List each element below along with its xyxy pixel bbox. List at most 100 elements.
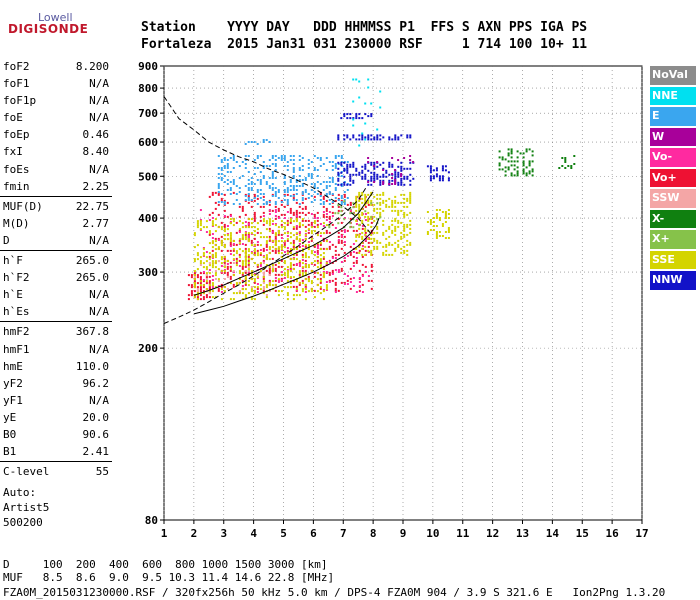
echo-point (343, 167, 346, 170)
echo-point (253, 292, 256, 295)
echo-point (265, 256, 268, 259)
echo-point (382, 245, 385, 248)
echo-point (331, 169, 334, 171)
echo-point (397, 175, 400, 178)
echo-point (229, 222, 232, 225)
echo-point (373, 173, 376, 176)
echo-point (265, 284, 268, 287)
echo-point (229, 187, 232, 189)
echo-point (259, 215, 262, 218)
echo-point (193, 280, 196, 283)
echo-point (358, 233, 361, 236)
echo-point (229, 213, 232, 216)
echo-point (268, 201, 271, 203)
echo-point (205, 280, 208, 283)
echo-point (289, 236, 292, 239)
echo-point (403, 197, 406, 200)
echo-point (400, 181, 403, 184)
echo-point (364, 122, 367, 125)
echo-point (301, 245, 304, 247)
echo-point (274, 239, 277, 241)
echo-point (316, 234, 319, 237)
echo-point (316, 253, 319, 255)
echo-point (382, 173, 385, 176)
echo-point (319, 261, 322, 264)
echo-point (385, 253, 388, 256)
echo-point (304, 213, 307, 216)
echo-point (400, 209, 403, 212)
echo-point (337, 212, 340, 215)
echo-point (507, 152, 510, 155)
echo-point (289, 195, 292, 197)
echo-point (331, 179, 334, 181)
echo-point (226, 265, 229, 268)
echo-point (388, 205, 391, 208)
echo-point (397, 243, 400, 246)
echo-point (277, 252, 280, 255)
echo-point (277, 226, 280, 229)
echo-point (229, 189, 232, 191)
echo-point (358, 173, 361, 176)
echo-point (253, 159, 256, 161)
echo-point (370, 249, 373, 252)
echo-point (217, 183, 220, 185)
echo-point (370, 171, 373, 174)
echo-point (394, 195, 397, 198)
echo-point (331, 165, 334, 167)
echo-point (343, 195, 346, 198)
echo-point (337, 197, 340, 200)
echo-point (394, 199, 397, 202)
echo-point (322, 205, 325, 208)
param-row: yE 20.0 (0, 409, 112, 426)
echo-point (340, 214, 343, 217)
echo-point (274, 224, 277, 227)
echo-point (382, 167, 385, 170)
echo-point (187, 298, 190, 301)
echo-point (337, 204, 340, 207)
echo-point (244, 233, 247, 236)
echo-point (307, 241, 310, 243)
echo-point (340, 157, 343, 159)
param-name: fmin (3, 179, 30, 193)
echo-point (259, 253, 262, 256)
echo-point (277, 290, 280, 293)
echo-point (310, 161, 313, 163)
echo-point (298, 225, 301, 228)
echo-point (226, 288, 229, 290)
echo-point (364, 197, 367, 200)
echo-point (286, 270, 289, 273)
echo-point (241, 205, 244, 208)
echo-point (223, 165, 226, 167)
footer-distance: D 100 200 400 600 800 1000 1500 3000 [km… (3, 558, 328, 571)
echo-point (286, 274, 289, 277)
echo-point (208, 284, 211, 287)
echo-point (397, 136, 400, 139)
echo-point (373, 219, 376, 222)
echo-point (510, 148, 513, 151)
echo-point (319, 232, 322, 235)
profile-curve (193, 217, 380, 315)
echo-point (319, 254, 322, 257)
echo-point (358, 80, 361, 83)
echo-point (337, 235, 340, 238)
param-name: yE (3, 410, 17, 424)
echo-point (334, 165, 337, 167)
echo-point (199, 288, 202, 291)
param-row: foF1p N/A (0, 92, 112, 109)
echo-point (214, 201, 217, 204)
echo-point (217, 260, 220, 262)
echo-point (223, 159, 226, 161)
echo-point (304, 291, 307, 293)
echo-point (307, 223, 310, 226)
echo-point (247, 262, 250, 265)
echo-point (319, 165, 322, 167)
echo-point (361, 235, 364, 238)
echo-point (271, 229, 274, 232)
echo-point (265, 139, 268, 141)
echo-point (379, 241, 382, 244)
echo-point (214, 244, 217, 247)
echo-point (292, 187, 295, 189)
echo-point (319, 242, 322, 245)
echo-point (223, 244, 226, 247)
echo-point (274, 232, 277, 235)
